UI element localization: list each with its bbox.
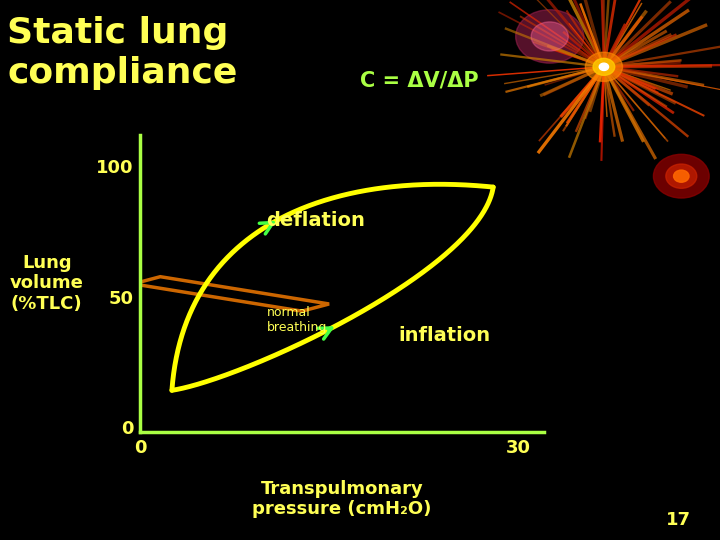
Circle shape [593,58,615,75]
Circle shape [674,170,689,183]
Text: 17: 17 [666,511,691,529]
Text: C = ΔV/ΔP: C = ΔV/ΔP [360,70,479,90]
Circle shape [666,164,697,188]
Circle shape [599,63,608,70]
Circle shape [585,52,623,82]
Circle shape [654,154,709,198]
Text: Static lung
compliance: Static lung compliance [7,16,238,90]
Text: Transpulmonary
pressure (cmH₂O): Transpulmonary pressure (cmH₂O) [252,480,432,518]
Circle shape [531,22,568,51]
Text: deflation: deflation [266,212,365,231]
Text: normal
breathing: normal breathing [266,306,327,334]
Circle shape [516,10,584,63]
Text: inflation: inflation [399,326,491,345]
Text: Lung
volume
(%TLC): Lung volume (%TLC) [10,254,84,313]
